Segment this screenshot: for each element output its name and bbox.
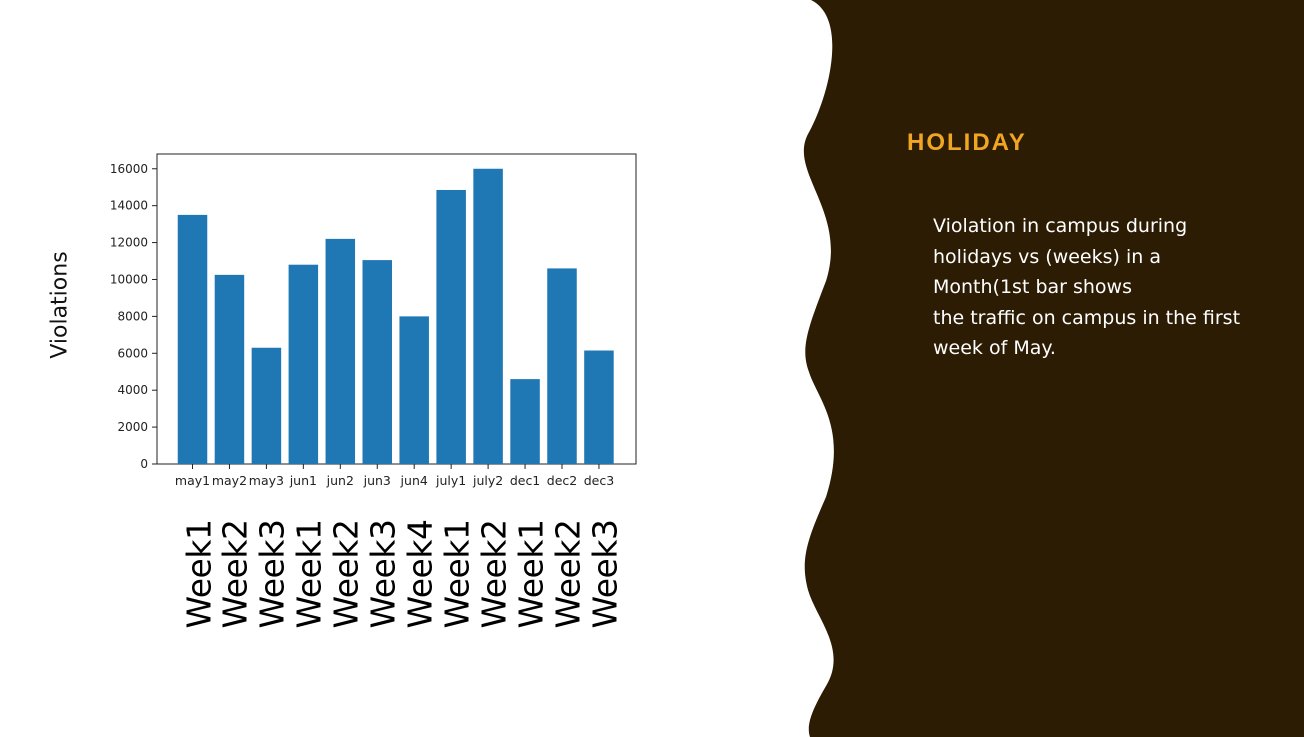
bar-jun3 — [362, 260, 392, 464]
x-tick-label: may2 — [212, 473, 247, 488]
bar-may2 — [214, 274, 245, 464]
x-tick-label: jun3 — [363, 473, 391, 488]
x-tick-label: dec1 — [510, 473, 540, 488]
x-tick-label: july1 — [435, 473, 466, 488]
y-tick-label: 4000 — [117, 383, 148, 397]
x-tick-label: july2 — [472, 473, 503, 488]
x-tick-label: dec2 — [547, 473, 577, 488]
bar-dec1 — [510, 379, 540, 464]
bar-jun2 — [325, 238, 356, 464]
x-tick-label: jun2 — [326, 473, 354, 488]
y-tick-label: 0 — [140, 457, 148, 471]
y-tick-label: 14000 — [110, 199, 148, 213]
panel-description-line: Violation in campus during — [933, 215, 1188, 237]
bar-jun4 — [399, 316, 429, 464]
bar-may1 — [177, 214, 208, 464]
bar-jun1 — [288, 264, 319, 464]
panel-heading: HOLIDAY — [907, 129, 1027, 156]
panel-description-line: the traffic on campus in the first — [933, 306, 1241, 329]
y-tick-label: 16000 — [110, 162, 148, 176]
bar-july2 — [473, 168, 503, 464]
bar-dec2 — [547, 268, 577, 464]
x-tick-label: may1 — [175, 473, 210, 488]
bar-may3 — [251, 347, 282, 464]
y-tick-label: 10000 — [110, 272, 148, 286]
x-tick-label: may3 — [249, 473, 284, 488]
y-tick-label: 12000 — [110, 236, 148, 250]
y-tick-label: 2000 — [117, 420, 148, 434]
plot-frame — [156, 153, 637, 465]
x-tick-label: jun1 — [289, 473, 317, 488]
panel-description-line: Month(1st bar shows — [933, 276, 1132, 298]
x-tick-label: dec3 — [584, 473, 614, 488]
bar-july1 — [436, 189, 466, 464]
bar-dec3 — [584, 350, 614, 464]
bar-chart: 0 2000 4000 6000 8000 10000 12000 14000 16000 may… — [110, 153, 637, 488]
y-tick-label: 6000 — [117, 346, 148, 360]
x-tick-label: jun4 — [400, 473, 428, 488]
panel-description: Violation in campus during holidays vs (… — [933, 211, 1253, 364]
panel-description-line: week of May. — [933, 337, 1056, 359]
panel-description-line: holidays vs (weeks) in a — [933, 245, 1161, 268]
y-tick-label: 8000 — [117, 309, 148, 323]
